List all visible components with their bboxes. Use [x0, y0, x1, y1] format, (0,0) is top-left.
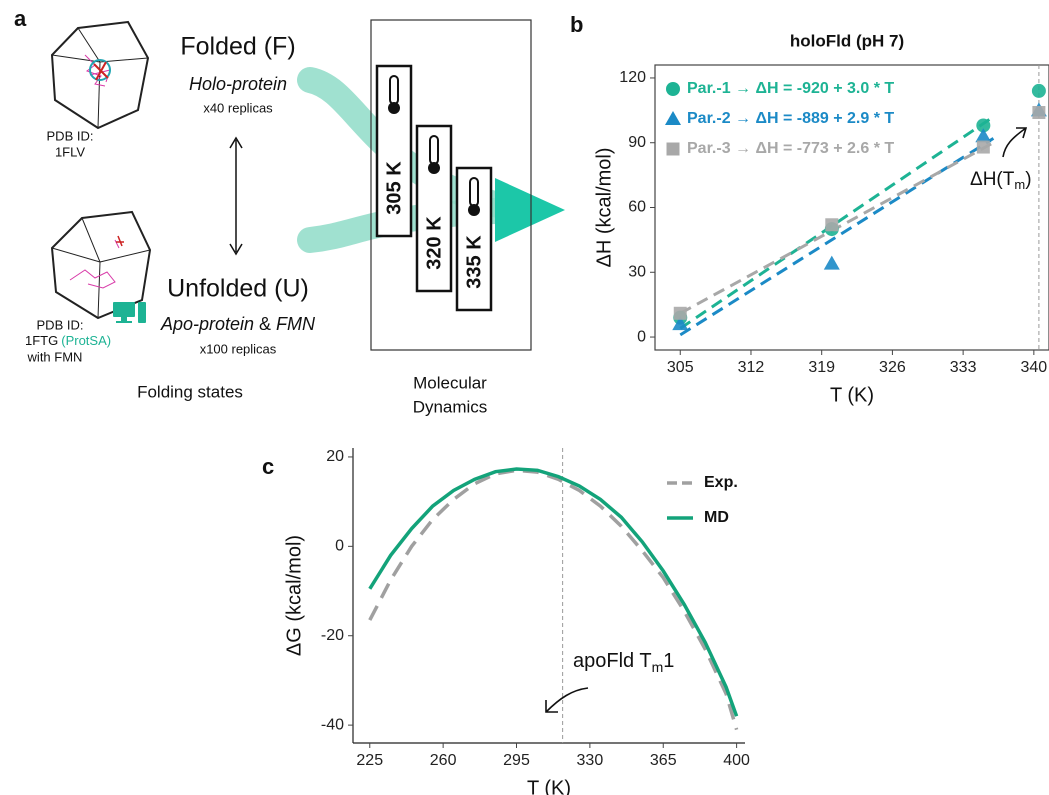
pdb-label: PDB ID: — [37, 317, 84, 332]
data-point — [975, 128, 992, 143]
y-tick-label: 0 — [335, 538, 344, 555]
pdb-id: 1FLV — [55, 144, 85, 159]
data-point — [1031, 83, 1046, 98]
computer-icon — [113, 302, 146, 323]
legend-marker — [666, 82, 680, 96]
temperature-label: 305 K — [383, 161, 405, 215]
state-title: Unfolded (U) — [167, 275, 309, 303]
annotation-text: ΔH(T — [970, 169, 1015, 190]
y-axis-title: ΔG (kcal/mol) — [283, 535, 305, 656]
x-tick-label: 305 — [667, 359, 694, 376]
replicas: x100 replicas — [200, 341, 277, 356]
folded-structure — [50, 20, 150, 130]
x-tick-label: 365 — [650, 752, 677, 769]
arrow-head — [229, 243, 243, 256]
state-title: Folded (F) — [180, 33, 295, 61]
annotation-arrow — [1002, 127, 1028, 158]
annotation: apoFld Tm1 — [573, 650, 674, 674]
y-tick-label: 120 — [619, 69, 646, 86]
temperature-box — [455, 166, 493, 312]
x-axis-title: T (K) — [830, 384, 874, 406]
y-tick-label: -20 — [321, 627, 344, 644]
x-tick-label: 295 — [503, 752, 530, 769]
x-tick-label: 326 — [879, 359, 906, 376]
data-point — [976, 140, 990, 154]
pdb-extra: with FMN — [27, 349, 83, 364]
annotation-suffix: ) — [1025, 169, 1031, 190]
panel-label: a — [14, 6, 27, 31]
legend-marker — [665, 111, 681, 125]
x-tick-label: 340 — [1020, 359, 1047, 376]
legend-label: Exp. — [704, 474, 738, 491]
data-point — [673, 306, 687, 320]
y-tick-label: 0 — [637, 328, 646, 345]
data-line — [368, 467, 739, 717]
replicas: x40 replicas — [203, 100, 273, 115]
legend-label: Par.-1 → ΔH = -920 + 3.0 * T — [687, 80, 894, 97]
pdb-label: PDB ID: — [47, 128, 94, 143]
y-tick-label: 90 — [628, 134, 646, 151]
md-box — [370, 19, 532, 351]
data-line — [368, 468, 739, 731]
x-axis-title: T (K) — [527, 777, 571, 795]
data-point — [976, 118, 991, 133]
subtitle-part: & — [259, 314, 271, 334]
data-point — [825, 218, 839, 232]
subtitle-part: Apo-protein — [160, 314, 254, 334]
annotation-text: apoFld T — [573, 650, 652, 672]
state-subtitle: Apo-protein & FMN — [160, 314, 316, 334]
thermometer-bulb — [468, 204, 480, 216]
legend-marker — [666, 142, 680, 156]
subtitle-part: FMN — [276, 314, 316, 334]
x-tick-label: 333 — [950, 359, 977, 376]
fit-line — [679, 137, 995, 337]
annotation-subscript: m — [1014, 177, 1025, 192]
pdb-tool: (ProtSA) — [61, 333, 111, 348]
pdb-id-code: 1FTG — [25, 333, 58, 348]
fit-line — [679, 115, 995, 330]
legend-label: Par.-2 → ΔH = -889 + 2.9 * T — [687, 110, 894, 127]
state-subtitle: Holo-protein — [189, 74, 287, 94]
y-axis-title: ΔH (kcal/mol) — [593, 147, 615, 267]
x-tick-label: 260 — [430, 752, 457, 769]
unfolded-structure — [50, 210, 152, 320]
temperature-box — [375, 64, 413, 238]
annotation-subscript: m — [652, 659, 664, 675]
legend-label: Par.-3 → ΔH = -773 + 2.6 * T — [687, 140, 894, 157]
arrow-head — [229, 136, 243, 149]
data-point — [672, 316, 689, 331]
pdb-id: 1FTG (ProtSA) — [25, 333, 111, 348]
y-tick-label: 30 — [628, 263, 646, 280]
y-tick-label: 60 — [628, 199, 646, 216]
temperature-box — [415, 124, 453, 293]
panel-label: c — [262, 454, 274, 479]
x-tick-label: 400 — [723, 752, 750, 769]
annotation-suffix: 1 — [663, 650, 674, 672]
x-tick-label: 319 — [808, 359, 835, 376]
panel-label: b — [570, 12, 583, 37]
annotation-arrow — [545, 687, 589, 713]
x-tick-label: 225 — [356, 752, 383, 769]
temperature-label: 335 K — [463, 235, 485, 289]
flow-arrowhead — [495, 178, 565, 242]
temperature-label: 320 K — [423, 216, 445, 270]
data-point — [1032, 106, 1046, 119]
md-label: Molecular — [413, 373, 487, 392]
annotation: ΔH(Tm) — [970, 169, 1032, 192]
md-label: Dynamics — [413, 397, 488, 416]
states-label: Folding states — [137, 382, 243, 401]
chart-title: holoFld (pH 7) — [790, 31, 904, 50]
x-tick-label: 312 — [738, 359, 765, 376]
y-tick-label: -40 — [321, 716, 344, 733]
thermometer-bulb — [428, 162, 440, 174]
y-tick-label: 20 — [326, 448, 344, 465]
x-tick-label: 330 — [577, 752, 604, 769]
data-point — [823, 255, 840, 270]
legend-label: MD — [704, 509, 729, 526]
thermometer-bulb — [388, 102, 400, 114]
